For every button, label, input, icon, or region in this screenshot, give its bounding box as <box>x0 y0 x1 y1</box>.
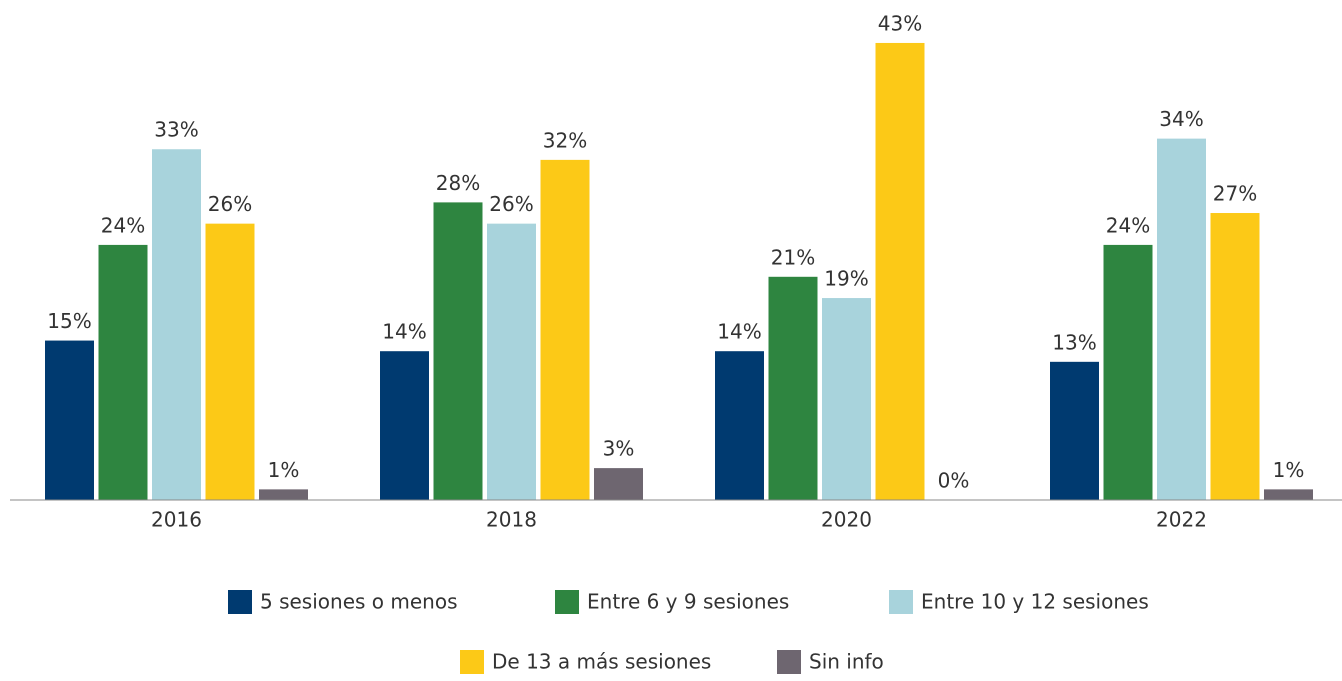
legend-swatch <box>228 590 252 614</box>
value-label: 28% <box>436 171 480 195</box>
value-label: 0% <box>938 469 970 493</box>
value-label: 26% <box>208 192 252 216</box>
value-label: 33% <box>154 118 198 142</box>
bar <box>433 202 483 500</box>
legend-label: 5 sesiones o menos <box>260 590 458 614</box>
bar <box>1264 489 1313 500</box>
legend-label: De 13 a más sesiones <box>492 650 711 674</box>
value-label: 13% <box>1052 330 1096 354</box>
value-label: 26% <box>489 192 533 216</box>
bar <box>98 244 148 500</box>
bar <box>875 42 925 501</box>
bar <box>259 489 308 500</box>
bar <box>1050 361 1099 500</box>
value-label: 15% <box>47 309 91 333</box>
bar <box>540 159 590 500</box>
value-label: 21% <box>771 245 815 269</box>
legend-swatch <box>889 590 913 614</box>
value-label: 19% <box>824 267 868 291</box>
value-label: 43% <box>878 11 922 35</box>
x-tick-label: 2016 <box>151 508 202 532</box>
legend-swatch <box>777 650 801 674</box>
bar <box>715 351 764 500</box>
value-label: 1% <box>268 458 300 482</box>
bar <box>1210 213 1260 500</box>
legend-swatch <box>555 590 579 614</box>
bar <box>594 468 643 500</box>
bar <box>768 276 818 500</box>
bar <box>487 223 536 500</box>
value-label: 14% <box>382 320 426 344</box>
legend-label: Entre 10 y 12 sesiones <box>921 590 1149 614</box>
value-label: 3% <box>603 437 635 461</box>
bar <box>380 351 429 500</box>
x-tick-label: 2022 <box>1156 508 1207 532</box>
x-tick-label: 2018 <box>486 508 537 532</box>
x-tick-label: 2020 <box>821 508 872 532</box>
value-label: 27% <box>1213 182 1257 206</box>
value-label: 24% <box>101 213 145 237</box>
bar <box>1157 138 1206 500</box>
value-label: 34% <box>1159 107 1203 131</box>
value-label: 1% <box>1273 458 1305 482</box>
bar <box>45 340 94 500</box>
value-label: 24% <box>1106 213 1150 237</box>
bar <box>1103 244 1153 500</box>
legend-swatch <box>460 650 484 674</box>
value-label: 14% <box>717 320 761 344</box>
legend-label: Entre 6 y 9 sesiones <box>587 590 789 614</box>
bar <box>205 223 255 500</box>
legend-label: Sin info <box>809 650 884 674</box>
value-label: 32% <box>543 128 587 152</box>
bar <box>152 149 201 500</box>
bar <box>822 298 871 500</box>
